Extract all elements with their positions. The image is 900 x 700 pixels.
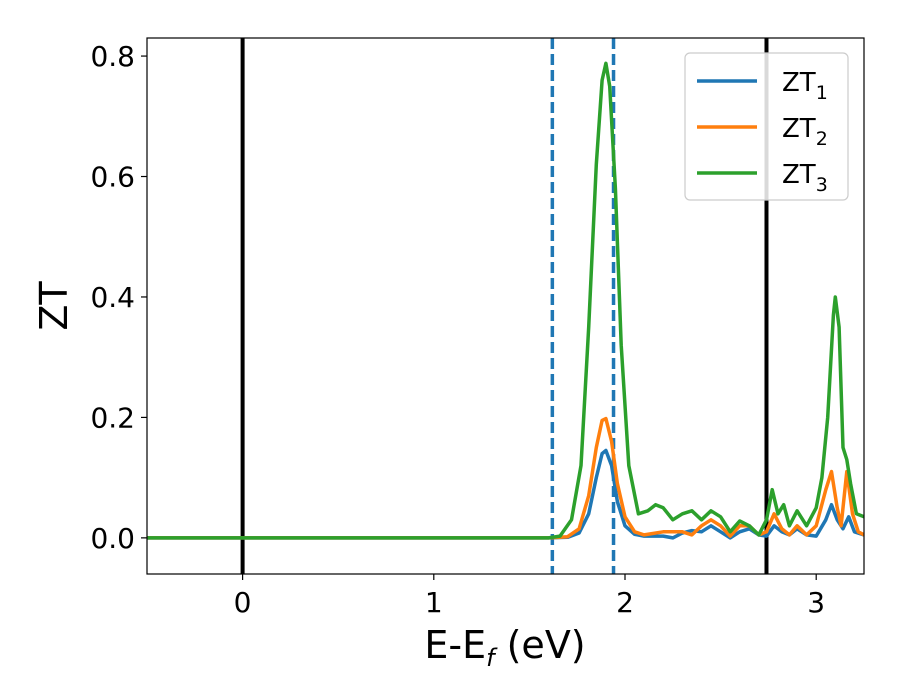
legend: ZT1 ZT2 ZT3: [684, 52, 849, 201]
series-line-zt2: [147, 416, 864, 540]
plot-frame: [146, 37, 865, 575]
legend-label-zt2: ZT2: [782, 114, 828, 150]
legend-label-zt1: ZT1: [782, 68, 828, 104]
x-tick-label: 3: [807, 586, 825, 619]
legend-label-zt3: ZT3: [782, 160, 828, 196]
x-tick-label: 2: [616, 586, 634, 619]
y-tick-label: 0.4: [90, 281, 135, 314]
x-axis-label-main: E-E: [424, 623, 486, 667]
series-line-zt1: [147, 448, 864, 540]
x-axis-label: E-Ef (eV): [424, 623, 585, 672]
y-tick-label: 0.0: [90, 522, 135, 555]
series-line-zt3: [147, 61, 864, 540]
y-axis-label: ZT: [32, 281, 76, 331]
legend-box: [684, 52, 849, 201]
y-tick-label: 0.8: [90, 40, 135, 73]
x-tick-label: 1: [425, 586, 443, 619]
axes: 0 1 2 3 0.0 0.2 0.4 0.6 0.8: [90, 37, 865, 619]
y-tick-label: 0.6: [90, 161, 135, 194]
x-axis-label-unit: (eV): [495, 623, 586, 667]
x-tick-label: 0: [234, 586, 252, 619]
y-tick-label: 0.2: [90, 401, 135, 434]
